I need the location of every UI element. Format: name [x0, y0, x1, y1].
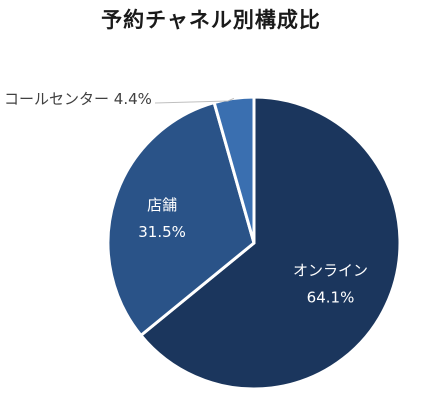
chart-title: 予約チャネル別構成比	[101, 8, 321, 32]
slice-label-call-center: コールセンター 4.4%	[4, 90, 152, 108]
leader-line-call-center	[154, 97, 235, 104]
slice-label-online: オンライン	[293, 261, 368, 279]
slice-value-call-center: 4.4%	[114, 90, 152, 108]
slice-label-store: 店舗	[147, 196, 177, 214]
pie-slice-store	[106, 101, 256, 337]
slice-value-store: 31.5%	[138, 223, 186, 241]
slice-value-online: 64.1%	[307, 288, 355, 306]
pie-slice-online	[139, 95, 402, 391]
